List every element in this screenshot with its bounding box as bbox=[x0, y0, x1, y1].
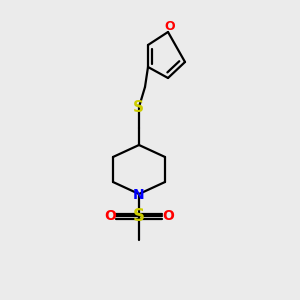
Text: O: O bbox=[165, 20, 175, 34]
Text: O: O bbox=[104, 209, 116, 223]
Text: S: S bbox=[133, 207, 145, 225]
Text: N: N bbox=[133, 188, 145, 202]
Text: S: S bbox=[133, 100, 143, 115]
Text: O: O bbox=[162, 209, 174, 223]
